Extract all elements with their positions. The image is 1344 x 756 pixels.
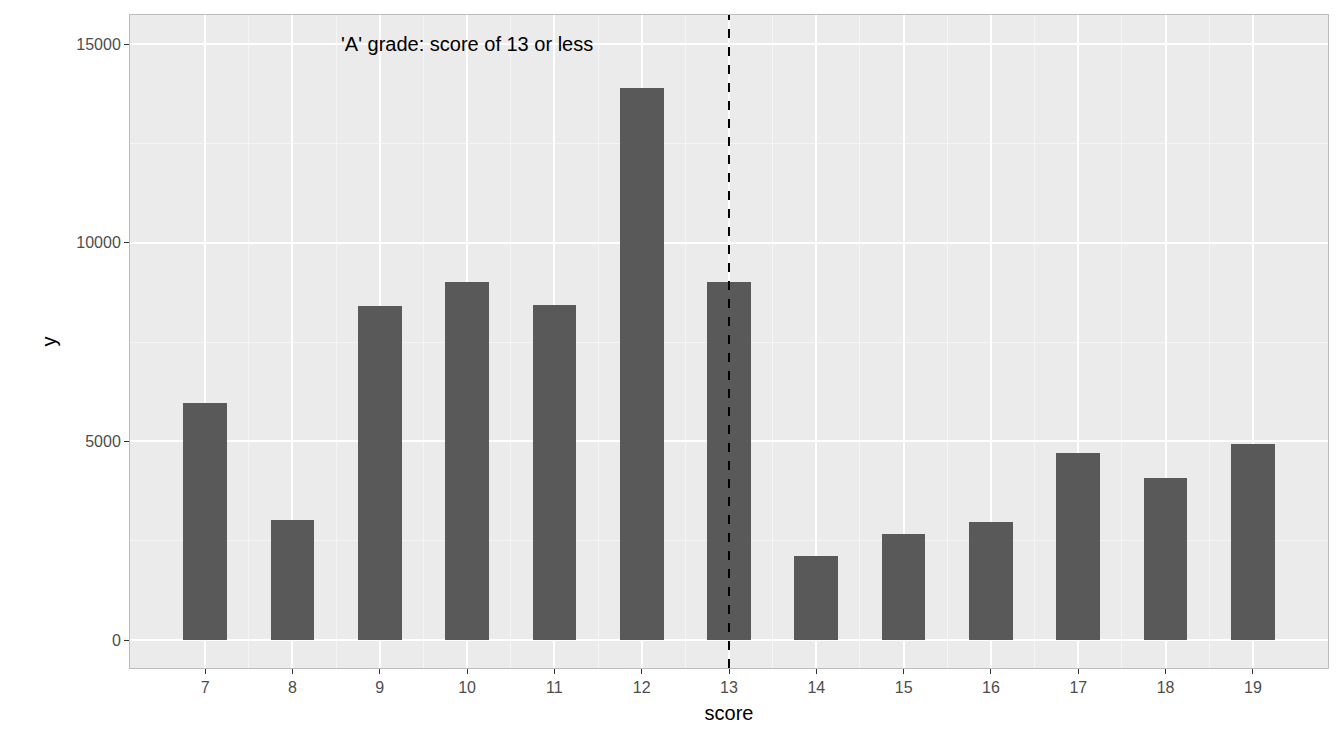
svg-text:18: 18: [1157, 679, 1175, 696]
svg-text:12: 12: [633, 679, 651, 696]
svg-text:9: 9: [375, 679, 384, 696]
svg-text:10: 10: [458, 679, 476, 696]
svg-text:14: 14: [807, 679, 825, 696]
svg-text:0: 0: [112, 632, 121, 649]
svg-text:8: 8: [288, 679, 297, 696]
svg-text:16: 16: [982, 679, 1000, 696]
svg-text:score: score: [705, 702, 754, 724]
svg-text:11: 11: [546, 679, 563, 696]
svg-text:5000: 5000: [85, 433, 121, 450]
svg-text:15000: 15000: [76, 36, 121, 53]
svg-text:19: 19: [1244, 679, 1262, 696]
svg-text:15: 15: [895, 679, 913, 696]
svg-text:y: y: [38, 337, 60, 347]
svg-text:13: 13: [720, 679, 738, 696]
svg-text:10000: 10000: [76, 234, 121, 251]
svg-text:'A' grade: score of 13 or less: 'A' grade: score of 13 or less: [341, 33, 593, 55]
svg-text:7: 7: [201, 679, 210, 696]
svg-text:17: 17: [1069, 679, 1087, 696]
